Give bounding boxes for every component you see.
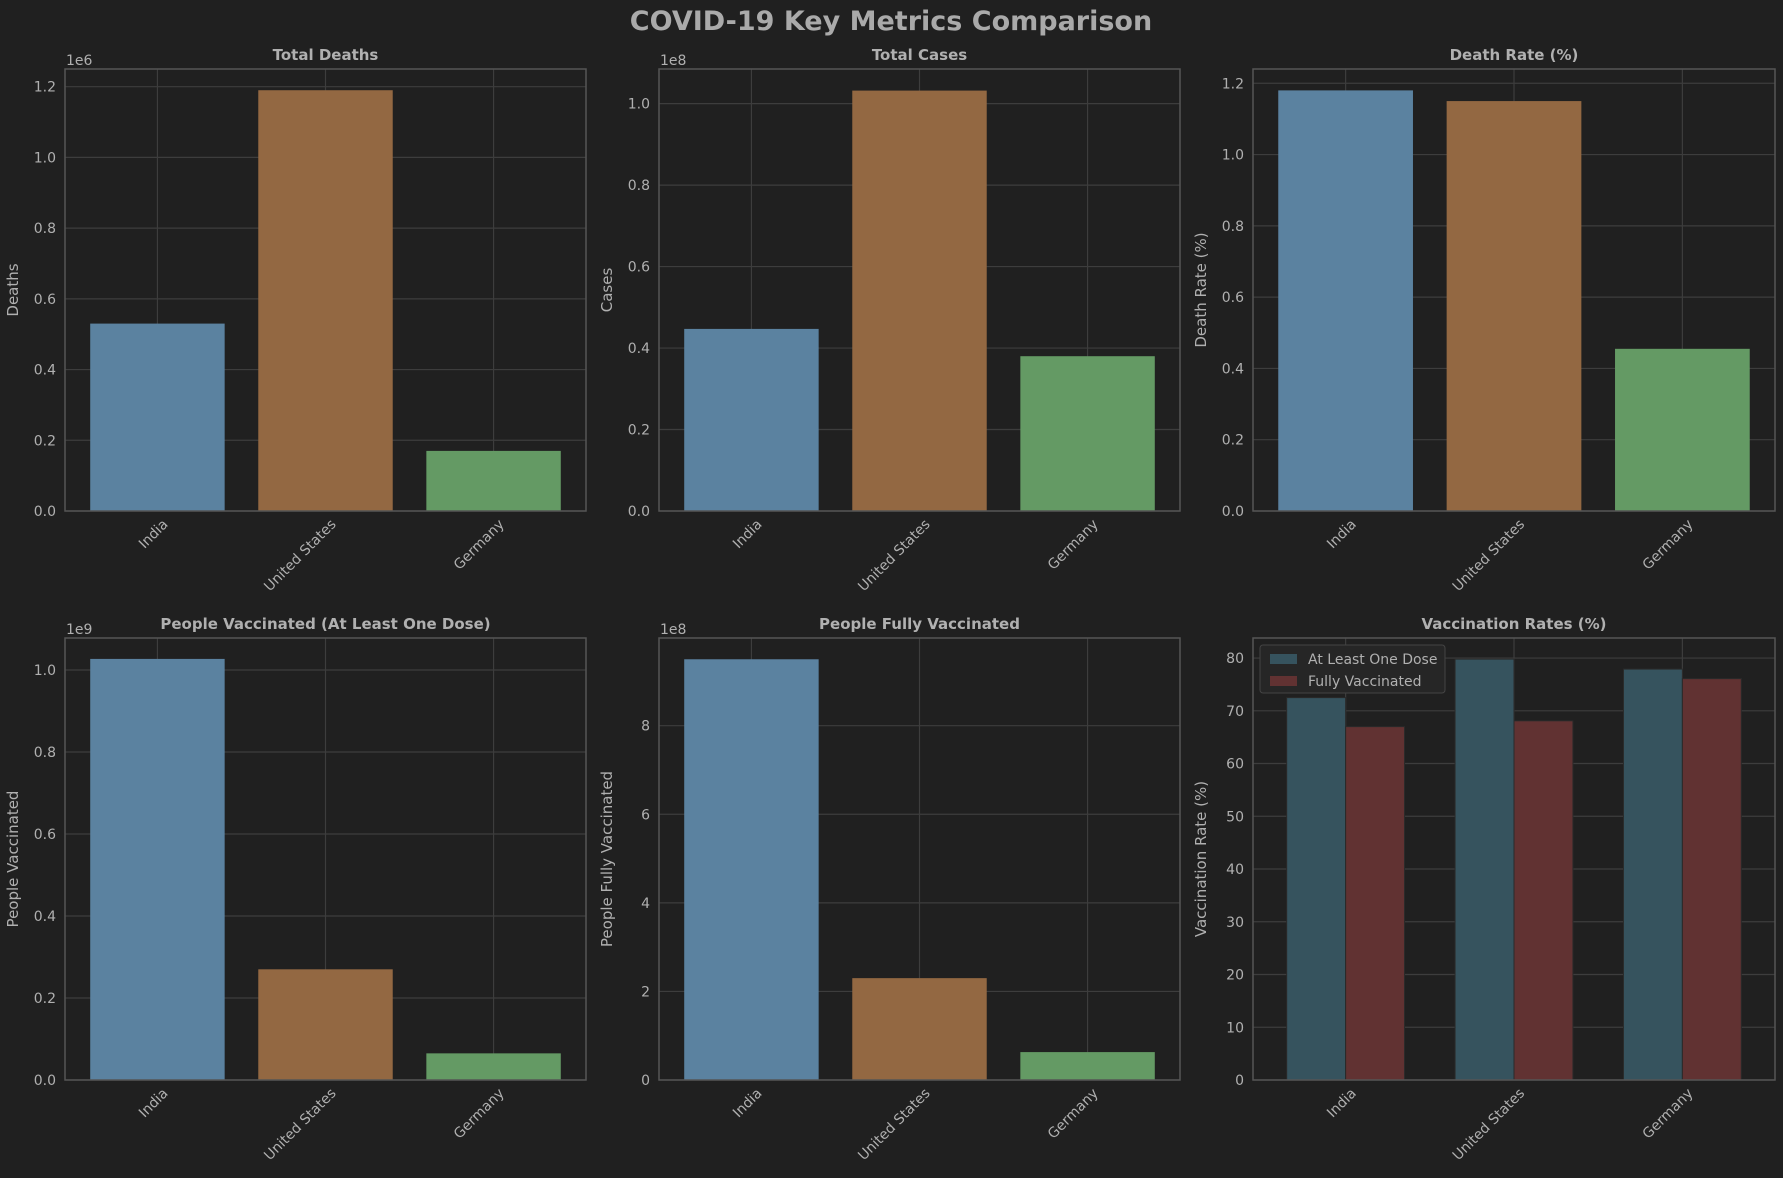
chart-title: Total Deaths (273, 46, 379, 64)
y-offset-label: 1e8 (660, 53, 686, 69)
bar-germany (1615, 348, 1750, 511)
legend-swatch (1270, 676, 1297, 686)
plot-border (64, 68, 587, 512)
y-tick-label: 4 (641, 896, 650, 912)
y-tick-label: 0.2 (34, 991, 56, 1007)
y-tick-label: 0.4 (34, 363, 56, 379)
y-tick-label: 80 (1226, 651, 1244, 667)
plot-border (658, 68, 1181, 512)
y-tick-label: 1.0 (34, 150, 56, 166)
y-axis-label: People Vaccinated (4, 791, 22, 928)
y-axis-label: Cases (598, 268, 616, 313)
y-tick-label: 1.0 (1222, 148, 1244, 164)
y-tick-label: 0.0 (34, 1073, 56, 1089)
y-tick-label: 0.8 (628, 178, 650, 194)
y-tick-label: 0.6 (34, 292, 56, 308)
legend-label: At Least One Dose (1308, 652, 1437, 668)
bar-india (90, 658, 225, 1080)
y-offset-label: 1e6 (66, 53, 93, 69)
y-tick-label: 0.6 (1222, 290, 1244, 306)
bar-fully-vaccinated-united-states (1513, 720, 1574, 1081)
chart-title: People Fully Vaccinated (819, 615, 1020, 633)
y-tick-label: 70 (1226, 704, 1244, 720)
y-tick-label: 0.2 (1222, 433, 1244, 449)
bar-united-states (852, 978, 987, 1080)
chart-title: Death Rate (%) (1450, 46, 1579, 64)
bar-germany (1020, 356, 1155, 511)
plot-border (1252, 637, 1776, 1081)
y-tick-label: 50 (1226, 809, 1244, 825)
plot-border (64, 637, 587, 1081)
y-axis-label: Vaccination Rate (%) (1192, 781, 1210, 937)
y-tick-label: 10 (1226, 1020, 1244, 1036)
legend-swatch (1270, 654, 1297, 664)
y-tick-label: 0.4 (628, 341, 650, 357)
legend-box (1259, 644, 1446, 694)
y-offset-label: 1e9 (66, 622, 92, 638)
bar-india (1278, 90, 1413, 512)
legend-label: Fully Vaccinated (1308, 674, 1421, 690)
chart-title: Total Cases (872, 46, 967, 64)
bar-germany (426, 1053, 561, 1080)
y-tick-label: 0.8 (34, 745, 56, 761)
y-tick-label: 6 (641, 807, 650, 823)
chart-title: People Vaccinated (At Least One Dose) (160, 615, 490, 633)
y-tick-label: 8 (641, 719, 650, 735)
bar-united-states (258, 90, 393, 511)
y-tick-label: 60 (1226, 757, 1244, 773)
y-tick-label: 0.6 (628, 260, 650, 276)
bar-india (684, 659, 819, 1080)
bar-united-states (258, 969, 393, 1080)
y-tick-label: 1.0 (34, 663, 56, 679)
bar-fully-vaccinated-germany (1681, 678, 1742, 1081)
y-tick-label: 0.4 (34, 909, 56, 925)
y-axis-label: People Fully Vaccinated (598, 771, 616, 947)
y-tick-label: 2 (641, 984, 650, 1000)
y-tick-label: 0 (641, 1073, 650, 1089)
bar-india (90, 323, 225, 511)
plot-border (658, 637, 1181, 1081)
y-tick-label: 0.0 (1222, 504, 1244, 520)
chart-legend: At Least One Dose Fully Vaccinated (1259, 644, 1446, 694)
y-tick-label: 0.6 (34, 827, 56, 843)
y-tick-label: 0.8 (34, 221, 56, 237)
bar-fully-vaccinated-india (1345, 726, 1406, 1081)
y-tick-label: 0.4 (1222, 361, 1244, 377)
y-tick-label: 1.2 (34, 80, 56, 96)
y-tick-label: 0.8 (1222, 219, 1244, 235)
y-axis-label: Deaths (4, 263, 22, 316)
bar-at-least-one-dose-united-states (1454, 658, 1515, 1081)
y-tick-label: 0.2 (34, 433, 56, 449)
y-tick-label: 0.0 (34, 504, 56, 520)
chart-title: Vaccination Rates (%) (1421, 615, 1606, 633)
bar-at-least-one-dose-germany (1622, 668, 1683, 1081)
bar-germany (1020, 1052, 1155, 1080)
y-tick-label: 0 (1235, 1073, 1244, 1089)
y-tick-label: 40 (1226, 862, 1244, 878)
bar-united-states (852, 90, 987, 511)
bar-united-states (1446, 101, 1582, 512)
y-tick-label: 1.2 (1222, 76, 1244, 92)
y-tick-label: 0.2 (628, 423, 650, 439)
plot-border (1252, 68, 1776, 512)
y-tick-label: 0.0 (628, 504, 650, 520)
y-tick-label: 1.0 (628, 97, 650, 113)
figure-title: COVID-19 Key Metrics Comparison (630, 6, 1152, 37)
y-tick-label: 20 (1226, 968, 1244, 984)
bar-india (684, 328, 819, 511)
bar-germany (426, 450, 561, 511)
bar-at-least-one-dose-india (1286, 697, 1347, 1081)
y-axis-label: Death Rate (%) (1192, 232, 1210, 347)
y-tick-label: 30 (1226, 915, 1244, 931)
y-offset-label: 1e8 (660, 622, 686, 638)
